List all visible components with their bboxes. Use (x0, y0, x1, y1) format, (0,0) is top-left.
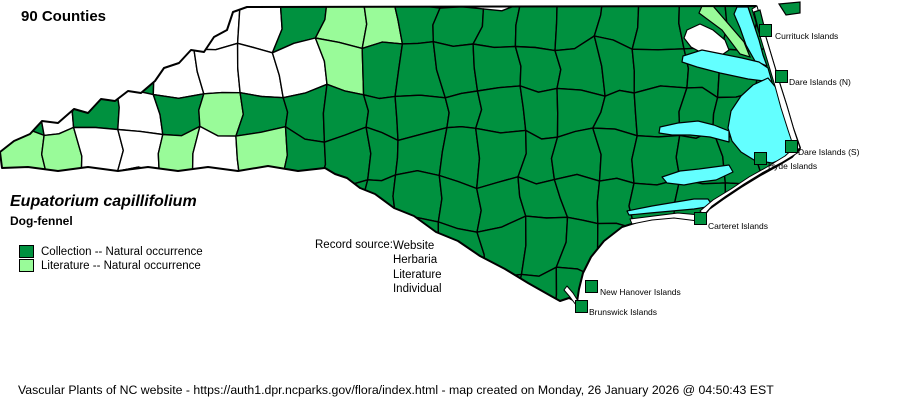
carteret-islands-marker (694, 212, 707, 225)
record-source-value-literature: Literature (392, 268, 442, 281)
record-source-value-herbaria: Herbaria (392, 254, 438, 266)
record-source-label: Record source: (315, 239, 393, 251)
county-count-title: 90 Counties (21, 8, 107, 25)
record-source-values: Website Herbaria Literature Individual (393, 239, 442, 297)
collection-color-swatch (19, 245, 34, 258)
species-common-name: Dog-fennel (10, 214, 73, 228)
carteret-islands-label: Carteret Islands (708, 221, 768, 231)
hyde-islands-marker (754, 152, 767, 165)
currituck-islands-marker (759, 24, 772, 37)
hyde-islands-label: Hyde Islands (768, 161, 818, 171)
species-block: Eupatorium capillifolium Dog-fennel (10, 193, 197, 228)
legend-row-literature: Literature -- Natural occurrence (19, 259, 203, 272)
brunswick-islands-label: Brunswick Islands (589, 307, 658, 317)
footer-attribution: Vascular Plants of NC website - https://… (18, 383, 774, 397)
new-hanover-islands-label: New Hanover Islands (600, 287, 681, 297)
currituck-islands-label: Currituck Islands (775, 31, 839, 41)
record-source-block: Record source: Website Herbaria Literatu… (315, 239, 442, 297)
record-source-value-individual: Individual (392, 283, 442, 296)
brunswick-islands-marker (575, 300, 588, 313)
dare-islands-s-label: Dare Islands (S) (798, 147, 860, 157)
new-hanover-islands-marker (585, 280, 598, 293)
map-legend: Collection -- Natural occurrence Literat… (19, 245, 203, 273)
dare-islands-n-marker (775, 70, 788, 83)
literature-color-swatch (19, 259, 34, 272)
dare-islands-n-label: Dare Islands (N) (789, 77, 851, 87)
record-source-value-website: Website (392, 240, 435, 252)
dare-islands-s-marker (785, 140, 798, 153)
legend-row-collection: Collection -- Natural occurrence (19, 245, 203, 258)
legend-label-literature: Literature -- Natural occurrence (41, 259, 201, 272)
legend-label-collection: Collection -- Natural occurrence (41, 245, 203, 258)
species-scientific-name: Eupatorium capillifolium (10, 193, 197, 210)
